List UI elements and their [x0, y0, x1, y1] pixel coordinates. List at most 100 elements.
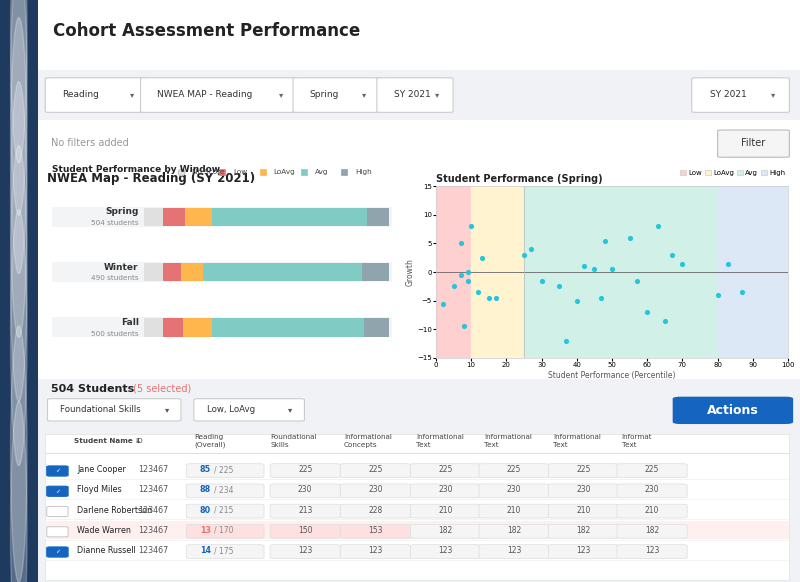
FancyBboxPatch shape — [549, 464, 618, 477]
Y-axis label: Growth: Growth — [405, 258, 414, 286]
FancyBboxPatch shape — [617, 524, 687, 538]
Text: 210: 210 — [438, 506, 453, 514]
FancyBboxPatch shape — [410, 484, 481, 498]
Text: 123467: 123467 — [138, 465, 169, 474]
FancyBboxPatch shape — [410, 504, 481, 518]
Text: 123: 123 — [298, 546, 312, 555]
Legend: Low, LoAvg, Avg, High: Low, LoAvg, Avg, High — [678, 168, 788, 179]
Text: SY 2021: SY 2021 — [710, 90, 746, 99]
Text: 230: 230 — [576, 485, 590, 494]
FancyBboxPatch shape — [340, 524, 410, 538]
Text: 213: 213 — [298, 506, 312, 514]
FancyBboxPatch shape — [186, 464, 264, 477]
Point — [458, 322, 470, 331]
Text: Student Performance (Spring): Student Performance (Spring) — [436, 174, 602, 184]
Text: Reading: Reading — [62, 90, 99, 99]
FancyBboxPatch shape — [340, 504, 410, 518]
FancyBboxPatch shape — [549, 524, 618, 538]
Bar — [436, 186, 471, 358]
Point — [623, 233, 636, 243]
FancyBboxPatch shape — [144, 208, 163, 226]
Text: 210: 210 — [645, 506, 659, 514]
FancyBboxPatch shape — [202, 263, 362, 281]
FancyBboxPatch shape — [479, 504, 549, 518]
Text: Student Name ↓: Student Name ↓ — [74, 438, 142, 444]
Circle shape — [10, 326, 27, 582]
FancyBboxPatch shape — [479, 464, 549, 477]
FancyBboxPatch shape — [270, 545, 340, 559]
Text: Low, LoAvg: Low, LoAvg — [207, 405, 255, 414]
Point — [535, 276, 548, 285]
Text: / 225: / 225 — [214, 465, 234, 474]
Text: Low: Low — [233, 169, 247, 175]
Text: Filter: Filter — [742, 138, 766, 148]
Point — [525, 244, 538, 254]
Text: 504 students: 504 students — [91, 220, 138, 226]
Text: 123467: 123467 — [138, 546, 169, 555]
Text: Cohort Assessment Performance: Cohort Assessment Performance — [53, 23, 360, 40]
Text: 228: 228 — [368, 506, 382, 514]
Text: Foundational Skills: Foundational Skills — [61, 405, 142, 414]
Text: 230: 230 — [507, 485, 522, 494]
Text: NWEA Map - Reading (SY 2021): NWEA Map - Reading (SY 2021) — [46, 172, 255, 185]
Text: ▾: ▾ — [165, 405, 169, 414]
Text: / 234: / 234 — [214, 485, 234, 494]
Text: 123: 123 — [576, 546, 590, 555]
Text: ✓: ✓ — [54, 489, 60, 494]
Text: 150: 150 — [298, 526, 313, 535]
Text: ▾: ▾ — [130, 90, 134, 99]
FancyBboxPatch shape — [362, 263, 389, 281]
FancyBboxPatch shape — [186, 545, 264, 559]
Text: 182: 182 — [645, 526, 659, 535]
Text: / 170: / 170 — [214, 526, 234, 535]
FancyBboxPatch shape — [410, 464, 481, 477]
Text: 182: 182 — [576, 526, 590, 535]
FancyBboxPatch shape — [186, 504, 264, 518]
Text: Spring: Spring — [310, 90, 339, 99]
Text: (5 selected): (5 selected) — [133, 384, 191, 393]
FancyBboxPatch shape — [212, 208, 366, 226]
Text: 182: 182 — [507, 526, 522, 535]
Point — [462, 276, 474, 285]
Point — [454, 270, 467, 279]
FancyBboxPatch shape — [364, 318, 389, 336]
FancyBboxPatch shape — [340, 484, 410, 498]
Text: Informat
Text: Informat Text — [622, 435, 652, 448]
Text: 225: 225 — [576, 465, 590, 474]
Circle shape — [10, 0, 27, 163]
Text: 123: 123 — [645, 546, 659, 555]
Point — [630, 276, 643, 285]
Point — [490, 293, 502, 303]
Text: 123: 123 — [368, 546, 382, 555]
Point — [447, 282, 460, 291]
FancyBboxPatch shape — [617, 464, 687, 477]
Text: 80: 80 — [200, 506, 211, 514]
FancyBboxPatch shape — [270, 524, 340, 538]
FancyBboxPatch shape — [718, 130, 790, 157]
Text: 85: 85 — [200, 465, 211, 474]
Point — [658, 316, 671, 325]
Text: Wade Warren: Wade Warren — [78, 526, 131, 535]
Text: LoAvg: LoAvg — [274, 169, 295, 175]
Point — [641, 307, 654, 317]
Bar — [524, 186, 718, 358]
Text: 123467: 123467 — [138, 526, 169, 535]
FancyBboxPatch shape — [617, 545, 687, 559]
Bar — [471, 186, 524, 358]
FancyBboxPatch shape — [52, 207, 392, 226]
Text: 230: 230 — [298, 485, 313, 494]
Text: Darlene Robertson: Darlene Robertson — [78, 506, 152, 514]
Text: No filters added: No filters added — [51, 138, 129, 148]
Text: Informational
Concepts: Informational Concepts — [344, 435, 392, 448]
Text: Fall: Fall — [121, 318, 138, 327]
Point — [588, 265, 601, 274]
FancyBboxPatch shape — [46, 527, 68, 537]
Point — [651, 222, 664, 231]
Text: 225: 225 — [438, 465, 453, 474]
FancyBboxPatch shape — [47, 399, 181, 421]
Text: ▾: ▾ — [278, 90, 282, 99]
FancyBboxPatch shape — [163, 263, 181, 281]
Text: Informational
Text: Informational Text — [484, 435, 532, 448]
Point — [676, 259, 689, 268]
Text: / 215: / 215 — [214, 506, 234, 514]
